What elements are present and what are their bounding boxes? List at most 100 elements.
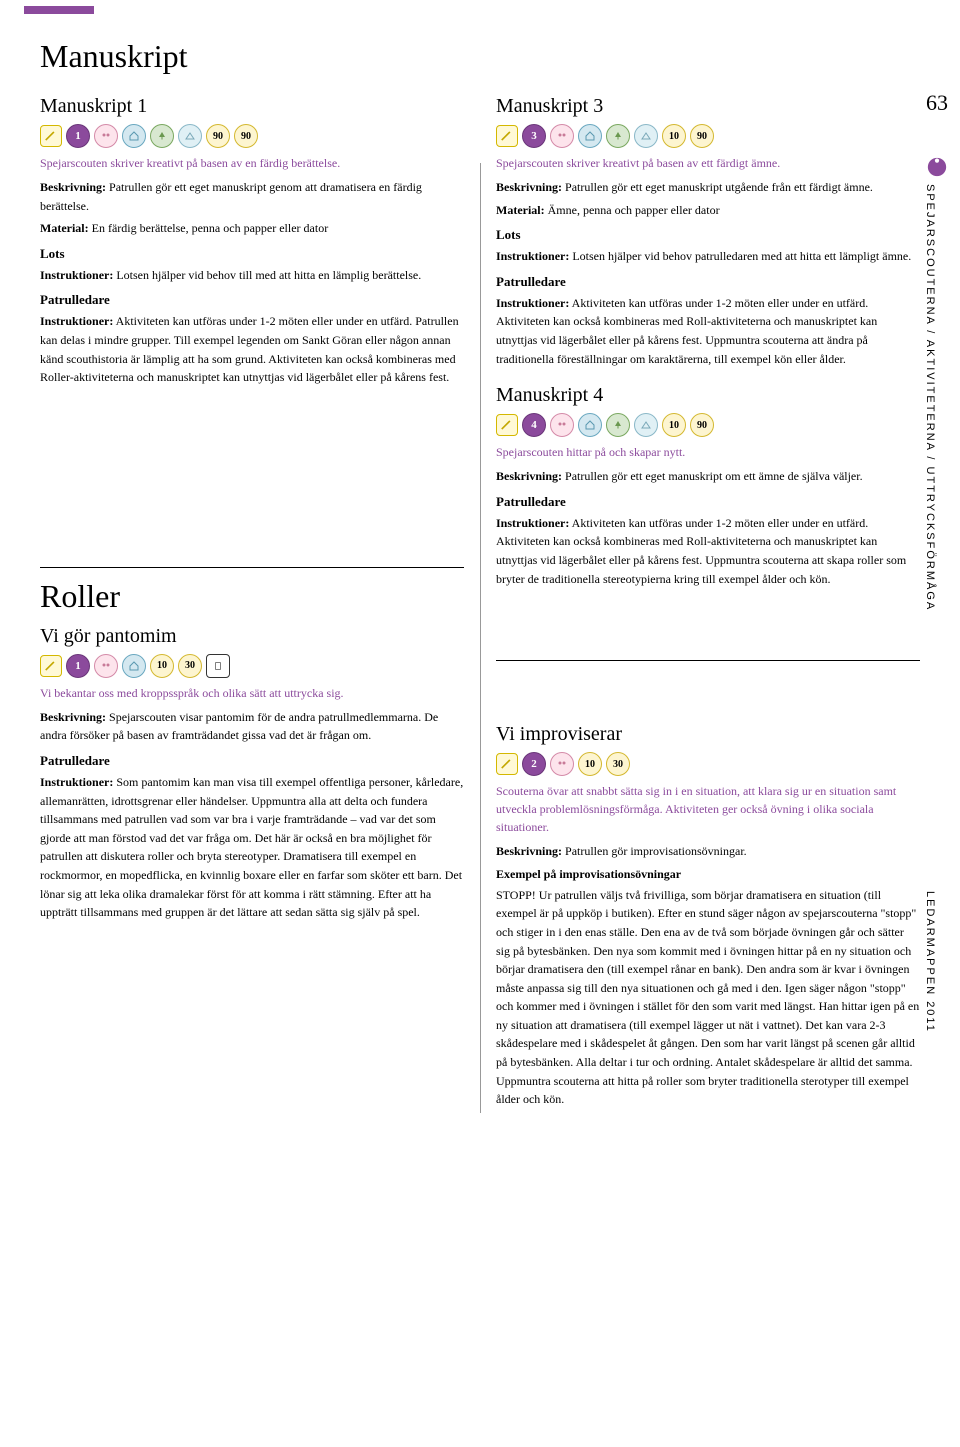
group-icon: [94, 124, 118, 148]
mat-text: Ämne, penna och papper eller dator: [545, 203, 720, 217]
section-divider: [496, 660, 920, 661]
besk-text: Patrullen gör improvisationsövningar.: [562, 844, 747, 858]
section-divider: [40, 567, 464, 568]
duration-badge: 90: [690, 124, 714, 148]
instr-text: Lotsen hjälper vid behov till med att hi…: [113, 268, 421, 282]
m1-intro: Spejarscouten skriver kreativt på basen …: [40, 154, 464, 172]
m3-intro: Spejarscouten skriver kreativt på basen …: [496, 154, 920, 172]
roller-title: Roller: [40, 578, 464, 615]
m3-pl-instr: Instruktioner: Aktiviteten kan utföras u…: [496, 294, 920, 368]
tent-icon: [178, 124, 202, 148]
m4-pl-instr: Instruktioner: Aktiviteten kan utföras u…: [496, 514, 920, 588]
house-icon: [578, 124, 602, 148]
feather-icon: [40, 125, 62, 147]
feather-icon: [496, 125, 518, 147]
header-bar: [0, 0, 960, 18]
instr-text: Som pantomim kan man visa till exempel o…: [40, 775, 463, 919]
card-icon: [206, 654, 230, 678]
duration-badge: 10: [150, 654, 174, 678]
instr-label: Instruktioner:: [496, 249, 569, 263]
house-icon: [122, 654, 146, 678]
improviserar-example-heading: Exempel på improvisationsövningar: [496, 867, 920, 882]
group-icon: [94, 654, 118, 678]
m1-lots-instr: Instruktioner: Lotsen hjälper vid behov …: [40, 266, 464, 285]
group-icon: [550, 124, 574, 148]
m3-besk: Beskrivning: Patrullen gör ett eget manu…: [496, 178, 920, 197]
level-badge: 3: [522, 124, 546, 148]
improviserar-example-body: STOPP! Ur patrullen väljs två frivilliga…: [496, 886, 920, 1109]
pantomim-title: Vi gör pantomim: [40, 625, 464, 648]
besk-text: Patrullen gör ett eget manuskript utgåen…: [562, 180, 873, 194]
besk-label: Beskrivning:: [496, 469, 562, 483]
duration-badge: 90: [690, 413, 714, 437]
tree-icon: [150, 124, 174, 148]
improviserar-title: Vi improviserar: [496, 723, 920, 746]
section-m4-title: Manuskript 4: [496, 384, 920, 407]
m3-mat: Material: Ämne, penna och papper eller d…: [496, 201, 920, 220]
group-icon: [550, 752, 574, 776]
section-m3-title: Manuskript 3: [496, 95, 920, 118]
level-badge: 1: [66, 654, 90, 678]
mat-text: En färdig berättelse, penna och papper e…: [89, 221, 329, 235]
m4-intro: Spejarscouten hittar på och skapar nytt.: [496, 443, 920, 461]
left-column: Manuskript 1 1 90 90 Spejarscouten skriv…: [40, 87, 464, 1113]
pantomim-pl-heading: Patrulledare: [40, 753, 464, 769]
instr-label: Instruktioner:: [496, 296, 569, 310]
instr-text: Lotsen hjälper vid behov patrulledaren m…: [569, 249, 911, 263]
tree-icon: [606, 413, 630, 437]
m3-icon-row: 3 10 90: [496, 124, 920, 148]
tent-icon: [634, 413, 658, 437]
m1-beskrivning: Beskrivning: Patrullen gör ett eget manu…: [40, 178, 464, 215]
right-column: Manuskript 3 3 10 90 Spejarscouten skriv…: [496, 87, 920, 1113]
section-m1-title: Manuskript 1: [40, 95, 464, 118]
m1-pl-heading: Patrulledare: [40, 292, 464, 308]
tree-icon: [606, 124, 630, 148]
m3-pl-heading: Patrulledare: [496, 274, 920, 290]
level-badge: 4: [522, 413, 546, 437]
m3-lots-heading: Lots: [496, 227, 920, 243]
duration-badge: 10: [662, 124, 686, 148]
group-icon: [550, 413, 574, 437]
improviserar-intro: Scouterna övar att snabbt sätta sig in i…: [496, 782, 920, 836]
instr-label: Instruktioner:: [40, 775, 113, 789]
pantomim-pl-instr: Instruktioner: Som pantomim kan man visa…: [40, 773, 464, 922]
column-divider: [480, 163, 481, 1113]
mat-label: Material:: [496, 203, 545, 217]
m1-lots-heading: Lots: [40, 246, 464, 262]
feather-icon: [496, 414, 518, 436]
pantomim-intro: Vi bekantar oss med kroppsspråk och olik…: [40, 684, 464, 702]
besk-label: Beskrivning:: [496, 180, 562, 194]
besk-text: Patrullen gör ett eget manuskript om ett…: [562, 469, 863, 483]
m1-icon-row: 1 90 90: [40, 124, 464, 148]
pantomim-icon-row: 1 10 30: [40, 654, 464, 678]
besk-label: Beskrivning:: [40, 180, 106, 194]
m4-pl-heading: Patrulledare: [496, 494, 920, 510]
m4-icon-row: 4 10 90: [496, 413, 920, 437]
level-badge: 1: [66, 124, 90, 148]
m4-besk: Beskrivning: Patrullen gör ett eget manu…: [496, 467, 920, 486]
besk-label: Beskrivning:: [40, 710, 106, 724]
m1-material: Material: En färdig berättelse, penna oc…: [40, 219, 464, 238]
page-title: Manuskript: [0, 18, 960, 87]
feather-icon: [496, 753, 518, 775]
duration-badge: 30: [606, 752, 630, 776]
besk-label: Beskrivning:: [496, 844, 562, 858]
duration-badge: 90: [206, 124, 230, 148]
improviserar-besk: Beskrivning: Patrullen gör improvisation…: [496, 842, 920, 861]
m1-pl-instr: Instruktioner: Aktiviteten kan utföras u…: [40, 312, 464, 386]
house-icon: [122, 124, 146, 148]
duration-badge: 30: [178, 654, 202, 678]
duration-badge: 10: [662, 413, 686, 437]
level-badge: 2: [522, 752, 546, 776]
duration-badge: 90: [234, 124, 258, 148]
tent-icon: [634, 124, 658, 148]
instr-label: Instruktioner:: [496, 516, 569, 530]
header-accent: [24, 6, 94, 14]
feather-icon: [40, 655, 62, 677]
mat-label: Material:: [40, 221, 89, 235]
instr-label: Instruktioner:: [40, 314, 113, 328]
m3-lots-instr: Instruktioner: Lotsen hjälper vid behov …: [496, 247, 920, 266]
duration-badge: 10: [578, 752, 602, 776]
house-icon: [578, 413, 602, 437]
instr-label: Instruktioner:: [40, 268, 113, 282]
